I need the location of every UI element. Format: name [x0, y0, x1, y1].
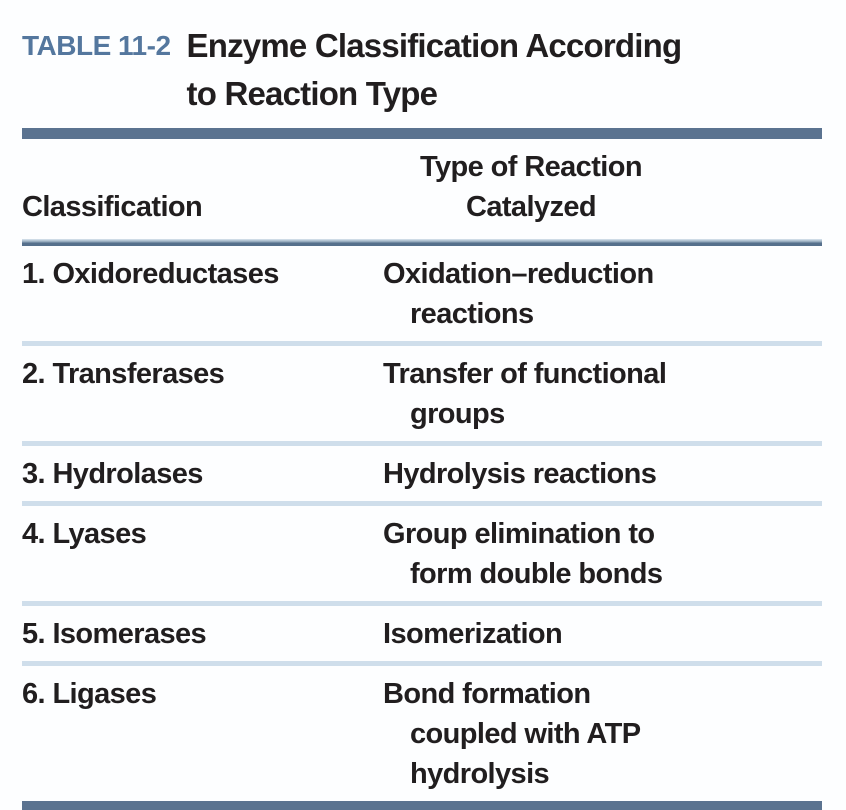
reaction-cell: Transfer of functional groups: [383, 358, 667, 430]
row-rule: [22, 501, 822, 506]
classification-cell: 5. Isomerases: [22, 618, 207, 650]
classification-cell: 4. Lyases: [22, 518, 147, 550]
top-rule: [22, 128, 822, 139]
column-header-classification: Classification: [22, 191, 203, 223]
row-rule: [22, 661, 822, 666]
figure-title-row: TABLE 11-2 Enzyme Classification Accordi…: [22, 22, 822, 118]
reaction-cell: Oxidation–reduction reactions: [383, 258, 654, 330]
table-row: 4. Lyases Group elimination to form doubl…: [22, 506, 822, 601]
column-header-reaction-type: Type of Reaction Catalyzed: [420, 151, 642, 223]
table-number-label: TABLE 11-2: [22, 30, 171, 61]
header-rule: [22, 239, 822, 246]
classification-cell: 1. Oxidoreductases: [22, 258, 279, 290]
reaction-cell: Isomerization: [383, 618, 563, 650]
table-row: 2. Transferases Transfer of functional gr…: [22, 346, 822, 441]
table-row: 5. Isomerases Isomerization: [22, 606, 822, 661]
table-row: 6. Ligases Bond formation coupled with AT…: [22, 666, 822, 801]
reaction-cell: Hydrolysis reactions: [383, 458, 657, 490]
table-figure: TABLE 11-2 Enzyme Classification Accordi…: [22, 0, 822, 810]
table-row: 3. Hydrolases Hydrolysis reactions: [22, 446, 822, 501]
bottom-rule: [22, 801, 822, 810]
row-rule: [22, 341, 822, 346]
reaction-cell: Bond formation coupled with ATP hydrolysis: [383, 678, 641, 790]
table-header-row: Classification Type of Reaction Catalyzed: [22, 139, 822, 239]
row-rule: [22, 601, 822, 606]
classification-cell: 2. Transferases: [22, 358, 225, 390]
table-row: 1. Oxidoreductases Oxidation–reduction re…: [22, 246, 822, 341]
row-rule: [22, 441, 822, 446]
classification-cell: 6. Ligases: [22, 678, 157, 710]
classification-cell: 3. Hydrolases: [22, 458, 203, 490]
table-title: Enzyme Classification According to Reacti…: [186, 27, 683, 112]
reaction-cell: Group elimination to form double bonds: [383, 518, 663, 590]
